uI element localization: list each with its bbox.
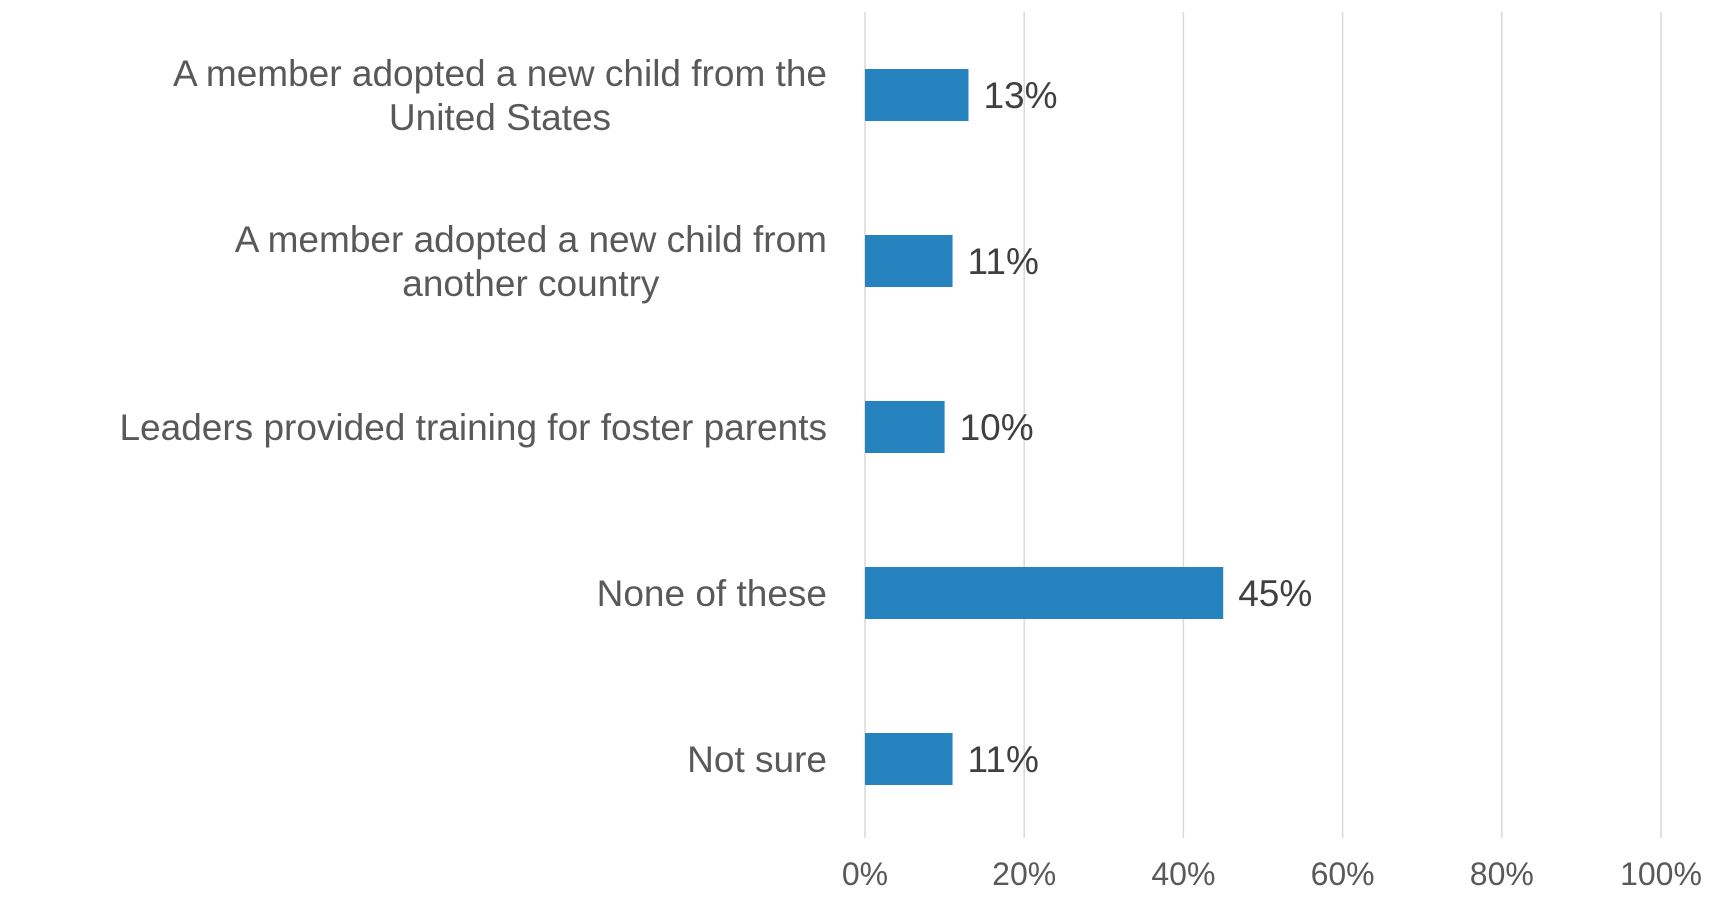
gridlines (864, 12, 1662, 838)
category-label-line: another country (402, 263, 660, 304)
category-label-line: United States (389, 97, 611, 138)
bar (865, 733, 953, 785)
x-tick-label: 80% (1470, 856, 1534, 892)
category-label: Leaders provided training for foster par… (119, 407, 827, 448)
category-label-line: A member adopted a new child from (235, 219, 827, 260)
category-labels: A member adopted a new child from the Uni… (119, 53, 827, 780)
bar (865, 69, 969, 121)
data-label: 45% (1238, 573, 1312, 614)
bar (865, 235, 953, 287)
data-labels: 13% 11% 10% 45% 11% (960, 75, 1313, 780)
data-label: 11% (968, 739, 1039, 780)
category-label: A member adopted a new child from another… (235, 219, 827, 304)
x-tick-label: 40% (1151, 856, 1215, 892)
x-axis-tick-labels: 0% 20% 40% 60% 80% 100% (842, 856, 1702, 892)
x-tick-label: 20% (992, 856, 1056, 892)
category-label-line: Not sure (687, 739, 827, 780)
category-label-line: Leaders provided training for foster par… (119, 407, 827, 448)
category-label: Not sure (687, 739, 827, 780)
data-label: 13% (983, 75, 1057, 116)
category-label-line: A member adopted a new child from the (173, 53, 827, 94)
category-label-line: None of these (597, 573, 827, 614)
x-tick-label: 0% (842, 856, 888, 892)
bar (865, 401, 945, 453)
bar (865, 567, 1224, 619)
category-label: None of these (597, 573, 827, 614)
category-label: A member adopted a new child from the Uni… (173, 53, 827, 138)
data-label: 10% (960, 407, 1034, 448)
x-tick-label: 60% (1311, 856, 1375, 892)
x-tick-label: 100% (1620, 856, 1702, 892)
bars (865, 69, 1224, 785)
data-label: 11% (968, 241, 1039, 282)
